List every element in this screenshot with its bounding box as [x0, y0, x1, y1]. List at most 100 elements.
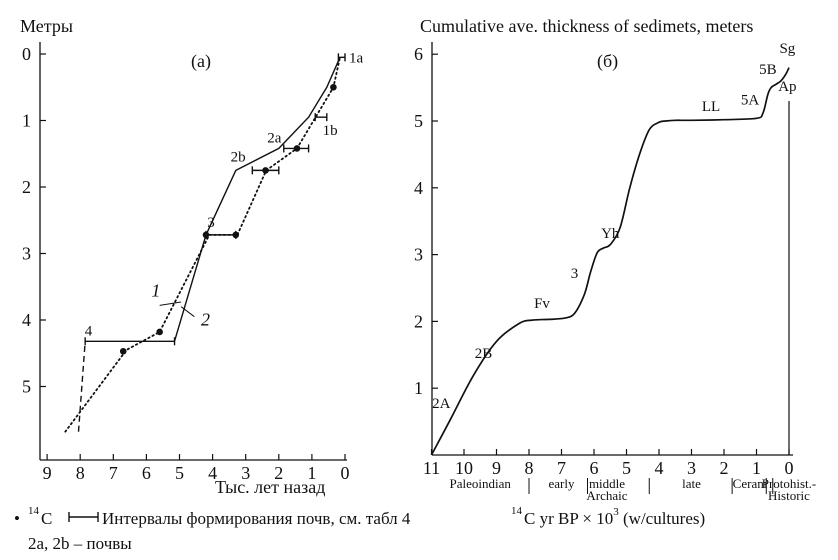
panel-b-xlabel-sup3: 3 [613, 506, 619, 518]
panel-a-series [64, 56, 341, 433]
panel-a-interval-label-1a: 1a [349, 50, 364, 66]
panel-b-unit-label-5B: 5B [759, 62, 777, 78]
panel-b-unit-label-Sg: Sg [779, 41, 795, 57]
panel-a-c14-point [330, 83, 337, 91]
panel-b-unit-label-Ap: Ap [778, 79, 796, 95]
panel-b-x-tick-label: 6 [590, 458, 599, 478]
panel-b-unit-label-5A: 5A [741, 92, 760, 108]
panel-b-x-tick-label: 4 [655, 458, 664, 478]
panel-b-thickness-curve [430, 67, 790, 456]
panel-b-title: Cumulative ave. thickness of sedimets, m… [420, 16, 753, 36]
panel-b-culture-label: Ceram [733, 476, 768, 491]
panel-b-unit-label-Fv: Fv [534, 296, 550, 312]
panel-a-x-tick-label: 4 [208, 463, 217, 483]
panel-b-label: (б) [597, 51, 618, 72]
panel-a-curve-pointer-1 [159, 301, 182, 306]
legend-intervals-label: Интервалы формирования почв, см. табл 4 [102, 509, 411, 528]
panel-b-culture-label: Paleoindian [450, 476, 512, 491]
panel-b-y-tick-label: 6 [414, 44, 423, 64]
panel-a-label: (a) [191, 51, 211, 72]
panel-a-x-tick-label: 7 [109, 463, 118, 483]
panel-b-unit-label-2A: 2A [432, 396, 451, 412]
panel-a-interval-label-2a: 2a [267, 130, 282, 146]
panel-a-series-line-dashed-2 [77, 341, 86, 432]
panel-a-x-tick-label: 2 [274, 463, 283, 483]
panel-a-y-tick-label: 2 [22, 177, 31, 197]
panel-b-unit-label-2B: 2B [475, 346, 493, 362]
legend-c14-label: C [41, 509, 52, 528]
panel-a-series-line-2 [173, 57, 341, 342]
panel-a-c14-point [293, 145, 301, 152]
panel-a-y-tick-label: 5 [22, 377, 31, 397]
panel-b-unit-label-LL: LL [702, 99, 720, 115]
panel-a-interval-label-1b: 1b [323, 123, 338, 139]
panel-a-ylabel: Метры [20, 16, 73, 36]
panel-a-x-tick-label: 3 [241, 463, 250, 483]
panel-b-x-tick-label: 11 [423, 458, 440, 478]
panel-b-culture-label: early [549, 476, 575, 491]
panel-b-unit-label-3: 3 [571, 266, 579, 282]
panel-b-x-tick-label: 10 [455, 458, 473, 478]
panel-a-x-tick-label: 1 [307, 463, 316, 483]
panel-a-c14-points [119, 83, 337, 355]
panel-b-culture-label: middle [589, 476, 625, 491]
panel-a-annotations: 4 3 2b 2a 1b 1a 1 2 [85, 50, 364, 339]
panel-a-c14-point [262, 167, 269, 174]
panel-b-y-tick-label: 4 [414, 178, 423, 198]
legend-soils-label: 2a, 2b – почвы [28, 534, 132, 553]
panel-a-y-tick-label: 1 [22, 111, 31, 131]
panel-b-x-tick-label: 1 [752, 458, 761, 478]
legend-c14-sup: 14 [28, 505, 40, 517]
panel-b-xlabel-sup14: 14 [511, 505, 523, 517]
panel-b-x-tick-label: 7 [557, 458, 566, 478]
panel-a-xlabel: Тыс. лет назад [215, 477, 325, 497]
panel-b-xlabel-text: C yr BP × 10 [524, 509, 613, 528]
panel-b-y-tick-label: 3 [414, 245, 423, 265]
panel-a-c14-point [202, 231, 210, 239]
panel-b-xlabel-suffix: (w/cultures) [619, 509, 705, 528]
panel-a: Метры (a) Тыс. лет назад 0 1 2 3 4 5 9 8 7 6 5 4 3 2 1… [20, 16, 364, 497]
panel-a-curve-pointer-2 [180, 306, 195, 318]
panel-a-x-tick-label: 6 [142, 463, 151, 483]
panel-a-x-tick-label: 0 [341, 463, 350, 483]
panel-b-x-tick-label: 5 [622, 458, 631, 478]
panel-b-y-tick-label: 2 [414, 311, 423, 331]
panel-a-c14-point [156, 328, 163, 336]
panel-a-x-tick-label: 5 [175, 463, 184, 483]
panel-b-unit-label-Yh: Yh [601, 226, 620, 242]
panel-b-culture-label: Archaic [586, 488, 627, 503]
panel-a-curve-label-1: 1 [151, 281, 160, 301]
panel-a-x-tick-label: 9 [43, 463, 52, 483]
panel-a-interval-label-4: 4 [85, 323, 93, 339]
legend-c14-bullet: • [14, 509, 20, 528]
panel-a-c14-point [119, 347, 127, 355]
panel-b-series [430, 67, 790, 456]
panel-a-y-tick-label: 0 [22, 44, 31, 64]
panel-a-soil-intervals [84, 53, 346, 346]
panel-a-y-tick-label: 3 [22, 244, 31, 264]
legend: • 14 C Интервалы формирования почв, см. … [14, 505, 705, 553]
panel-a-c14-point [232, 231, 240, 239]
panel-b-culture-label: Protohist.- [762, 476, 817, 491]
panel-b-y-tick-label: 1 [414, 378, 423, 398]
panel-b-culture-label: Historic [768, 488, 810, 503]
panel-b-xlabel-main: C yr BP × 103 (w/cultures) [524, 506, 705, 528]
panel-a-interval-label-3: 3 [207, 215, 215, 231]
panel-a-y-tick-label: 4 [22, 310, 31, 330]
panel-b-y-tick-label: 5 [414, 111, 423, 131]
panel-b-culture-label: late [682, 476, 701, 491]
panel-b-x-tick-label: 0 [785, 458, 794, 478]
panel-a-interval-label-2b: 2b [231, 149, 246, 165]
panel-b: Cumulative ave. thickness of sedimets, m… [414, 16, 816, 503]
panel-b-x-tick-label: 2 [720, 458, 729, 478]
panel-b-x-tick-label: 9 [492, 458, 501, 478]
panel-a-axes: 0 1 2 3 4 5 9 8 7 6 5 4 3 2 1 0 [22, 42, 350, 483]
panel-a-x-tick-label: 8 [76, 463, 85, 483]
panel-b-x-tick-label: 3 [687, 458, 696, 478]
panel-a-curve-label-2: 2 [201, 309, 210, 329]
panel-b-x-tick-label: 8 [525, 458, 534, 478]
